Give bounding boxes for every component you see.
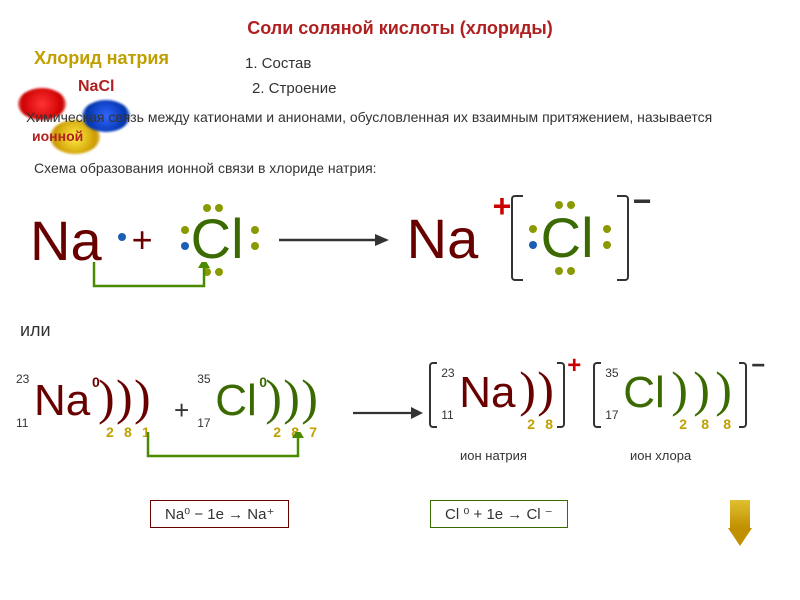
ion-na-label: ион натрия	[460, 448, 527, 463]
atom-cl-right: Cl	[541, 205, 594, 270]
list-item-1: 1. Состав	[245, 55, 311, 72]
list-item-2: 2. Строение	[252, 80, 336, 97]
na-mass-2: 23	[441, 366, 454, 380]
eq-na-box: Na⁰ − 1e → Na⁺	[150, 500, 289, 528]
shell-na-sym-2: Na	[459, 368, 515, 418]
na-charge-plus: +	[493, 188, 512, 225]
paren: )	[283, 368, 300, 426]
cl2-shell-8a: 8	[701, 416, 709, 432]
bracket-r3	[739, 362, 747, 428]
na-dot	[118, 233, 126, 241]
paren: )	[671, 360, 688, 418]
atom-na-cation: Na +	[401, 200, 511, 280]
reaction-arrow-icon	[279, 230, 389, 250]
bracket-l2	[429, 362, 437, 428]
plus-sign-2: +	[174, 395, 189, 426]
cl2-dot	[529, 225, 537, 233]
shell-cl-after: 35 17 Cl ) ) ) 2 8 8 −	[593, 360, 763, 440]
cl2-dot	[555, 267, 563, 275]
eq-cl-box: Cl ⁰ + 1e → Cl ⁻	[430, 500, 568, 528]
na-shell-2: 2	[106, 424, 114, 440]
plus-sign: +	[132, 219, 153, 261]
na-mass: 23	[16, 372, 29, 386]
na-z: 11	[16, 416, 28, 430]
na-z-2: 11	[441, 408, 453, 422]
bracket-l3	[593, 362, 601, 428]
electron-transfer-arrow-2-icon	[142, 432, 312, 472]
paren: )	[134, 368, 151, 426]
cl-dot	[251, 242, 259, 250]
reaction-arrow-2-icon	[353, 404, 423, 422]
paren: )	[98, 368, 115, 426]
cl2-dot	[603, 225, 611, 233]
ionic-word: ионной	[32, 128, 83, 144]
cl-mass-2: 35	[605, 366, 618, 380]
paren: )	[301, 368, 318, 426]
cl2-dot	[603, 241, 611, 249]
atom-na-right: Na	[407, 206, 479, 271]
shell-cl-before: 35 17 Cl 0 ) ) ) 2 8 7	[197, 370, 347, 440]
cl2-dot-gained	[529, 241, 537, 249]
cl-mass: 35	[197, 372, 210, 386]
bracket-left	[511, 195, 523, 281]
atom-cl-anion-wrap: Cl −	[511, 195, 641, 285]
na2-shell-2: 2	[527, 416, 535, 432]
or-label: или	[20, 320, 51, 341]
cl-dot	[215, 204, 223, 212]
paren: )	[519, 360, 536, 418]
cl2-dot	[555, 201, 563, 209]
electron-transfer-arrow-icon	[88, 262, 218, 302]
shell-cl-sym-2: Cl	[623, 368, 665, 418]
shell-na-sym: Na	[34, 376, 90, 426]
formula-nacl: NaCl	[78, 78, 114, 96]
na-shell-8: 8	[124, 424, 132, 440]
cl2-shell-8b: 8	[723, 416, 731, 432]
shell-na-after: 23 11 Na ) ) 2 8 +	[429, 360, 579, 440]
cl-dot	[251, 226, 259, 234]
na-ion-plus: +	[567, 352, 581, 380]
bond-text: Химическая связь между катионами и анион…	[26, 109, 712, 125]
bond-definition: Химическая связь между катионами и анион…	[26, 108, 766, 146]
cl-z-2: 17	[605, 408, 618, 422]
bracket-right	[617, 195, 629, 281]
paren: )	[265, 368, 282, 426]
cl-dot	[181, 226, 189, 234]
paren: )	[537, 360, 554, 418]
cl2-shell-2: 2	[679, 416, 687, 432]
shell-cl-sym: Cl	[215, 376, 257, 426]
cl2-dot	[567, 201, 575, 209]
shell-row: 23 11 Na 0 ) ) ) 2 8 1 + 35 17 Cl 0 ) ) …	[16, 360, 786, 440]
ion-cl-label: ион хлора	[630, 448, 691, 463]
scheme-caption: Схема образования ионной связи в хлориде…	[34, 160, 377, 176]
paren: )	[116, 368, 133, 426]
cl-z: 17	[197, 416, 210, 430]
paren: )	[715, 360, 732, 418]
bracket-r2	[557, 362, 565, 428]
cl2-dot	[567, 267, 575, 275]
continue-arrow-icon	[730, 500, 750, 528]
cl-charge-minus: −	[633, 183, 652, 220]
na2-shell-8: 8	[545, 416, 553, 432]
page-title: Соли соляной кислоты (хлориды)	[0, 0, 800, 39]
cl-dot	[203, 204, 211, 212]
cl-ion-minus: −	[751, 352, 765, 380]
cl-dot-transfer	[181, 242, 189, 250]
shell-na-before: 23 11 Na 0 ) ) ) 2 8 1	[16, 370, 166, 440]
subtitle: Хлорид натрия	[34, 48, 169, 69]
paren: )	[693, 360, 710, 418]
